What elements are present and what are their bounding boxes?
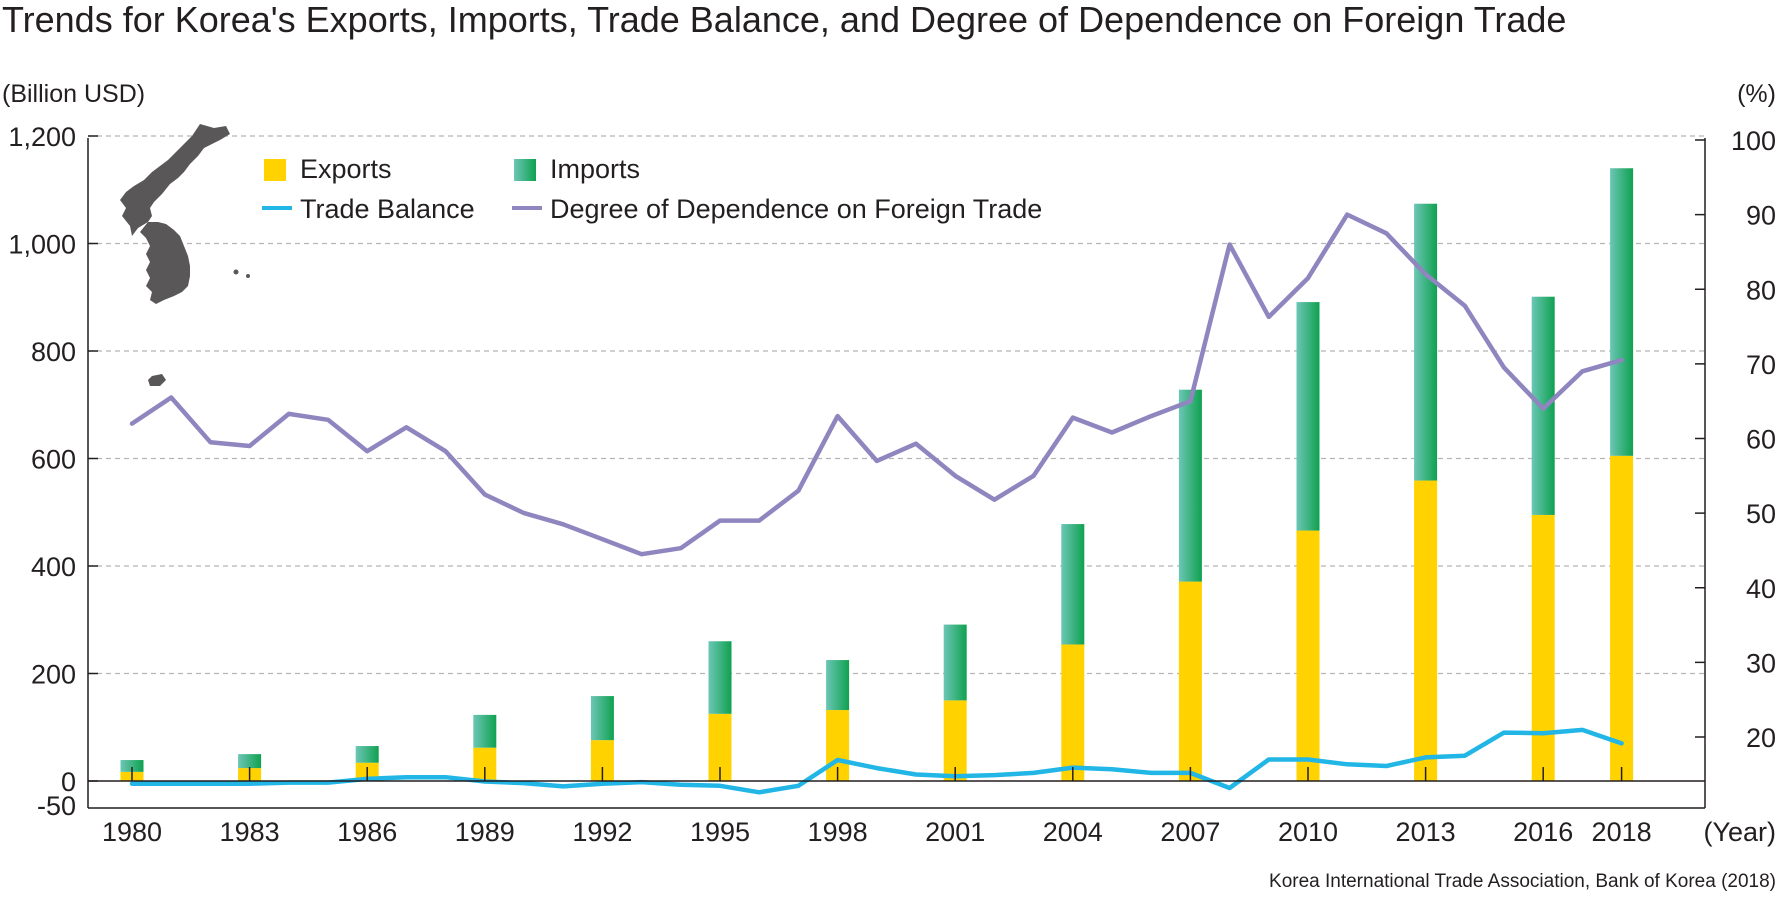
x-tick-label: 1998	[808, 817, 868, 847]
x-tick-label: 2016	[1513, 817, 1573, 847]
legend-label-exports: Exports	[300, 154, 392, 184]
legend-label-imports: Imports	[550, 154, 640, 184]
exports-bar	[1531, 514, 1555, 781]
exports-bar	[1610, 455, 1634, 781]
legend-label-dependence: Degree of Dependence on Foreign Trade	[550, 194, 1042, 224]
left-tick-label: 600	[31, 445, 76, 475]
right-tick-label: 80	[1746, 275, 1776, 305]
right-tick-label: 60	[1746, 425, 1776, 455]
left-tick-label: 800	[31, 337, 76, 367]
legend-swatch-exports	[264, 159, 286, 181]
imports-bar	[943, 624, 967, 701]
exports-bar	[473, 747, 497, 781]
imports-bar	[590, 696, 614, 741]
right-tick-label: 70	[1746, 350, 1776, 380]
imports-bar	[1178, 389, 1202, 582]
imports-bar	[355, 746, 379, 763]
left-tick-label: 0	[61, 767, 76, 797]
exports-bar	[1178, 581, 1202, 781]
x-tick-label: 1992	[572, 817, 632, 847]
imports-bar	[120, 760, 144, 772]
exports-bar	[1296, 530, 1320, 781]
imports-bar	[1296, 302, 1320, 531]
x-tick-label: 2001	[925, 817, 985, 847]
right-axis-unit: (%)	[1737, 80, 1776, 108]
right-tick-label: 20	[1746, 723, 1776, 753]
source-note: Korea International Trade Association, B…	[1269, 871, 1776, 892]
x-tick-label: 1983	[220, 817, 280, 847]
right-tick-label: 90	[1746, 201, 1776, 231]
lines	[129, 212, 1624, 795]
chart-title: Trends for Korea's Exports, Imports, Tra…	[2, 0, 1566, 40]
trade-balance-line	[129, 727, 1624, 795]
imports-bar	[826, 660, 850, 711]
exports-bar	[708, 713, 732, 781]
imports-bar	[473, 714, 497, 748]
x-tick-label: 2010	[1278, 817, 1338, 847]
x-tick-label: 2013	[1396, 817, 1456, 847]
x-tick-label: 1986	[337, 817, 397, 847]
x-tick-label: 1980	[102, 817, 162, 847]
x-tick-label: 1995	[690, 817, 750, 847]
left-tick-label: 1,000	[8, 230, 76, 260]
right-tick-label: 100	[1731, 126, 1776, 156]
left-tick-label: 400	[31, 552, 76, 582]
exports-bar	[1414, 480, 1438, 781]
bars	[120, 168, 1634, 781]
left-tick-label: -50	[37, 791, 76, 821]
exports-bar	[943, 700, 967, 781]
legend-label-trade-balance: Trade Balance	[300, 194, 475, 224]
imports-bar	[1061, 524, 1085, 645]
x-tick-label: 2018	[1592, 817, 1652, 847]
left-axis-unit: (Billion USD)	[2, 80, 145, 108]
left-tick-label: 200	[31, 660, 76, 690]
legend: Exports Imports Trade Balance Degree of Dep…	[262, 154, 1042, 224]
right-tick-label: 30	[1746, 648, 1776, 678]
left-tick-label: 1,200	[8, 122, 76, 152]
imports-bar	[708, 641, 732, 714]
exports-bar	[590, 740, 614, 781]
dependence-line	[129, 212, 1624, 557]
right-tick-label: 50	[1746, 499, 1776, 529]
x-axis-label: (Year)	[1703, 817, 1776, 847]
x-tick-label: 2007	[1160, 817, 1220, 847]
exports-bar	[1061, 644, 1085, 781]
axes: 0 200 400 600 800 1,000 1,200 -50 20 30 40 50 60 70 80…	[8, 122, 1776, 847]
right-tick-label: 40	[1746, 574, 1776, 604]
imports-bar	[1414, 203, 1438, 481]
imports-bar	[238, 754, 262, 769]
x-tick-label: 2004	[1043, 817, 1103, 847]
legend-swatch-imports	[514, 159, 536, 181]
korea-map-icon	[120, 124, 250, 386]
x-tick-label: 1989	[455, 817, 515, 847]
imports-bar	[1610, 168, 1634, 456]
